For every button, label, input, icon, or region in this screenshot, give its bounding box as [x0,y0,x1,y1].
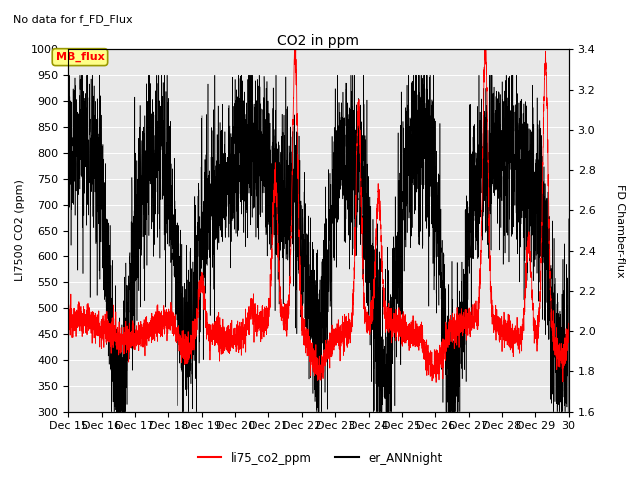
Y-axis label: FD Chamber-flux: FD Chamber-flux [615,184,625,277]
Title: CO2 in ppm: CO2 in ppm [278,34,360,48]
Text: No data for f_FD_Flux: No data for f_FD_Flux [13,14,132,25]
Y-axis label: LI7500 CO2 (ppm): LI7500 CO2 (ppm) [15,180,25,281]
Text: MB_flux: MB_flux [56,52,104,62]
Legend: li75_co2_ppm, er_ANNnight: li75_co2_ppm, er_ANNnight [193,447,447,469]
